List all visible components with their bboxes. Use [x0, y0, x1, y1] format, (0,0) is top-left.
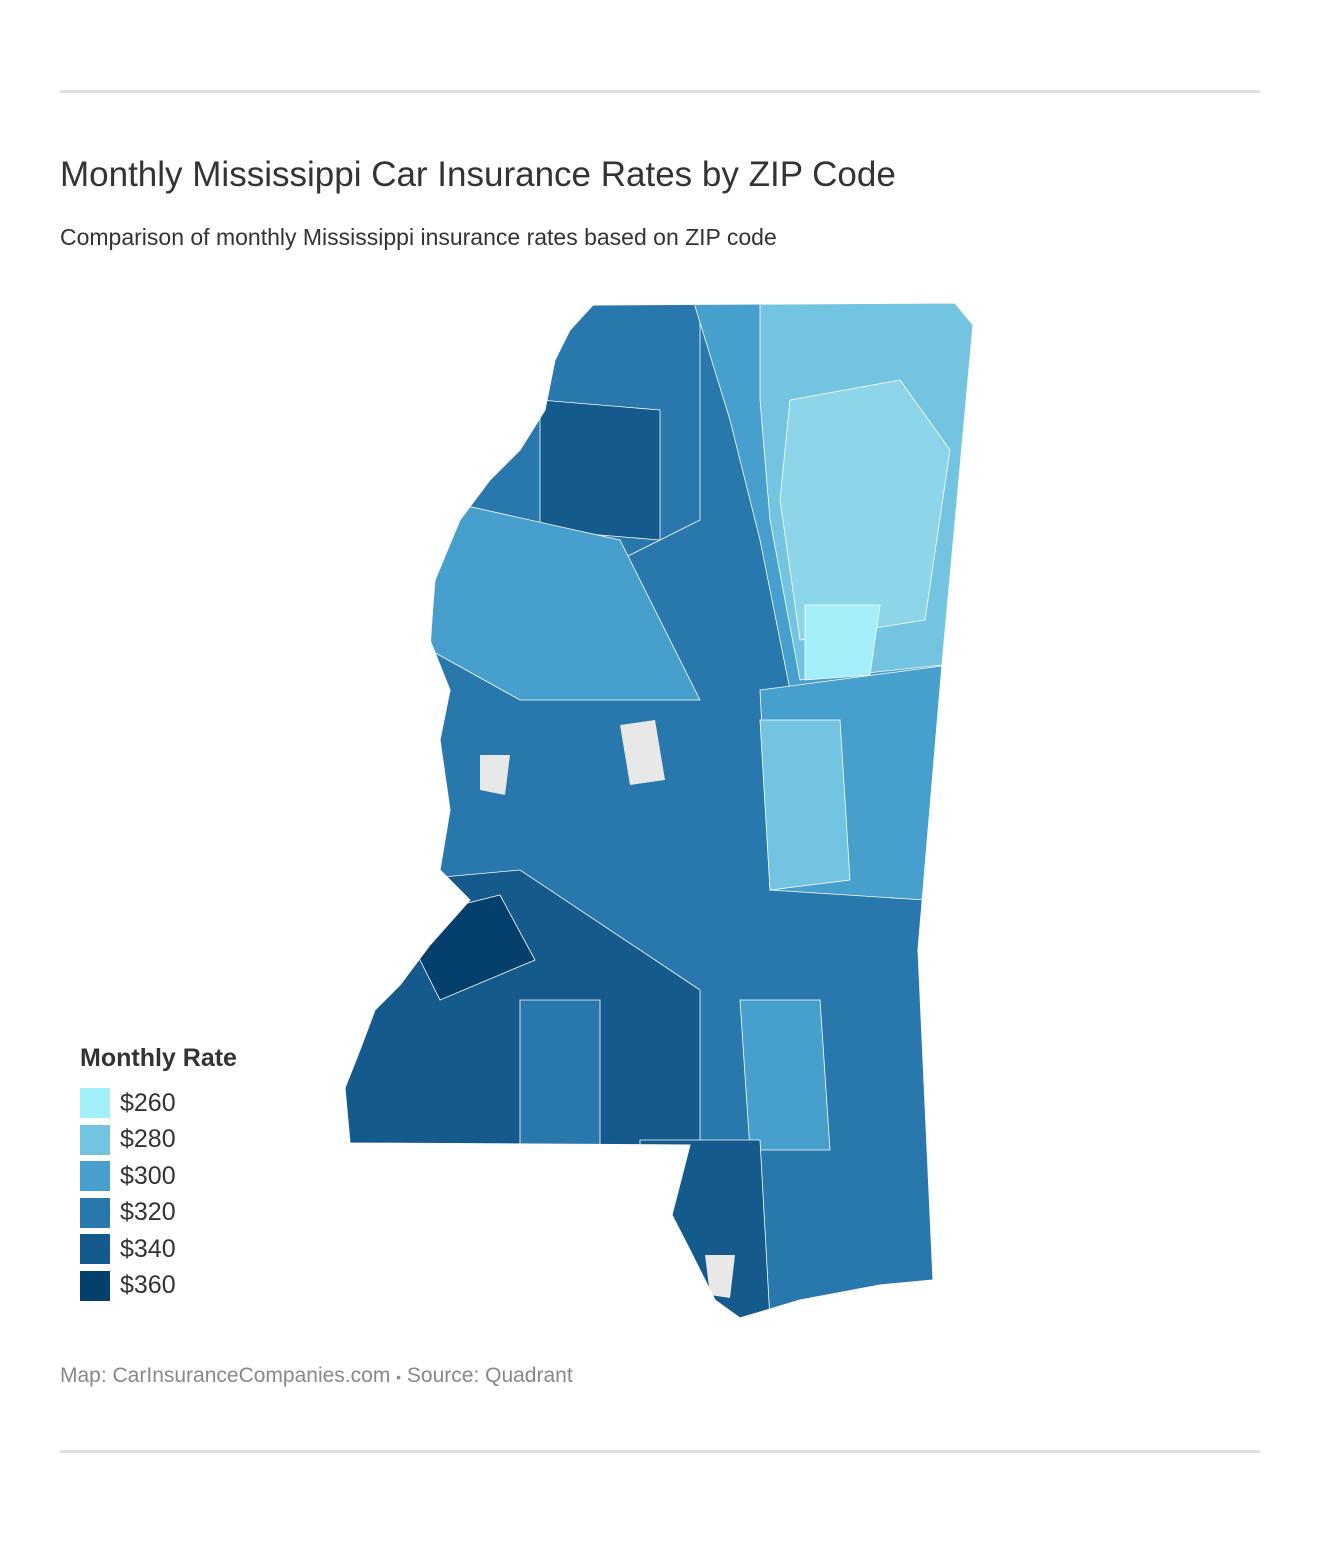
- legend-label: $260: [120, 1088, 176, 1117]
- source-credit: Source: Quadrant: [406, 1364, 573, 1387]
- legend-swatch: [80, 1161, 110, 1192]
- no-data-area: [620, 720, 665, 785]
- map-subtitle: Comparison of monthly Mississippi insura…: [60, 224, 777, 250]
- legend-label: $340: [120, 1234, 176, 1263]
- legend-label: $360: [120, 1271, 176, 1300]
- legend-item: $260: [80, 1085, 237, 1122]
- region-delta-340: [539, 399, 661, 541]
- legend-item: $320: [80, 1195, 237, 1232]
- legend-title: Monthly Rate: [80, 1044, 237, 1072]
- region-northeast-inner-280: [779, 379, 951, 641]
- map-title: Monthly Mississippi Car Insurance Rates …: [60, 155, 896, 194]
- legend-swatch: [80, 1088, 110, 1119]
- top-divider: [60, 90, 1260, 93]
- legend-label: $300: [120, 1161, 176, 1190]
- legend-item: $300: [80, 1158, 237, 1195]
- legend-swatch: [80, 1234, 110, 1265]
- legend-swatch: [80, 1124, 110, 1155]
- separator: •: [396, 1369, 402, 1385]
- bottom-divider: [60, 1450, 1260, 1453]
- map-credit: Map: CarInsuranceCompanies.com: [60, 1364, 391, 1387]
- no-data-area: [480, 755, 510, 795]
- legend-label: $280: [120, 1125, 176, 1154]
- no-data-area: [705, 1255, 735, 1298]
- legend-item: $360: [80, 1268, 237, 1305]
- region-south-320: [519, 999, 601, 1146]
- footer-credit: Map: CarInsuranceCompanies.com • Source:…: [60, 1364, 573, 1388]
- legend-item: $340: [80, 1231, 237, 1268]
- legend: Monthly Rate $260 $280 $300 $320 $340 $3…: [80, 1044, 237, 1304]
- region-east-central-280: [759, 719, 851, 891]
- region-southeast-300: [739, 999, 831, 1151]
- legend-label: $320: [120, 1198, 176, 1227]
- legend-swatch: [80, 1270, 110, 1301]
- region-260: [804, 604, 881, 681]
- legend-item: $280: [80, 1122, 237, 1159]
- legend-swatch: [80, 1197, 110, 1228]
- region-coast-340: [639, 1139, 771, 1318]
